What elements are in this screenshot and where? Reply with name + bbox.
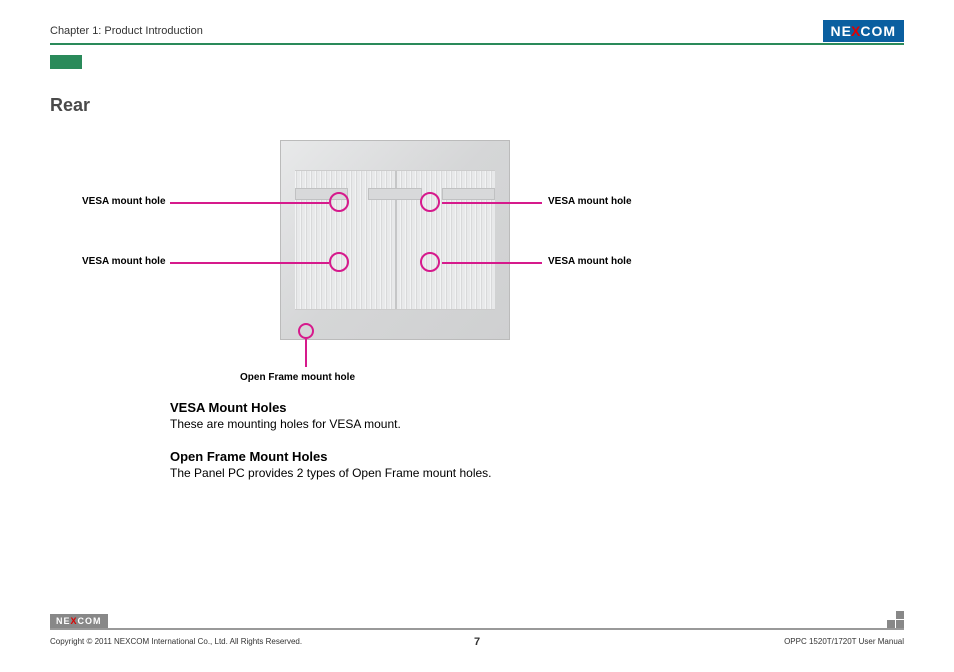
chapter-title: Chapter 1: Product Introduction — [50, 25, 203, 37]
logo-text-post: COM — [860, 23, 896, 39]
manual-title: OPPC 1520T/1720T User Manual — [784, 637, 904, 646]
vesa-hole-callout — [420, 252, 440, 272]
bottom-ports — [295, 188, 495, 200]
desc-vesa: These are mounting holes for VESA mount. — [170, 417, 874, 431]
body-text: VESA Mount Holes These are mounting hole… — [170, 400, 874, 498]
logo-text-pre: NE — [831, 23, 852, 39]
brand-logo-footer: NEXCOM — [50, 614, 108, 628]
port-block — [368, 188, 421, 200]
leader-line — [170, 262, 329, 264]
rear-diagram: VESA mount hole VESA mount hole VESA mou… — [170, 140, 670, 370]
leader-line — [442, 262, 542, 264]
copyright-text: Copyright © 2011 NEXCOM International Co… — [50, 637, 302, 646]
brand-logo-top: NEXCOM — [823, 20, 904, 42]
leader-line — [305, 339, 307, 367]
footer-text-row: Copyright © 2011 NEXCOM International Co… — [50, 637, 904, 646]
logo-text-x: X — [71, 616, 78, 626]
subheading-vesa: VESA Mount Holes — [170, 400, 874, 415]
logo-text-pre: NE — [56, 616, 71, 626]
callout-label-vesa: VESA mount hole — [82, 256, 166, 267]
section-title: Rear — [50, 95, 90, 116]
callout-label-vesa: VESA mount hole — [82, 196, 166, 207]
header-rule — [50, 43, 904, 45]
open-frame-hole-callout — [298, 323, 314, 339]
page-number: 7 — [474, 636, 480, 648]
leader-line — [442, 202, 542, 204]
callout-label-vesa: VESA mount hole — [548, 256, 632, 267]
footer-rule — [50, 628, 904, 630]
callout-label-vesa: VESA mount hole — [548, 196, 632, 207]
tab-marker — [50, 55, 82, 69]
footer-squares-icon — [887, 611, 904, 628]
vesa-hole-callout — [420, 192, 440, 212]
square — [896, 611, 904, 619]
vesa-hole-callout — [329, 252, 349, 272]
leader-line — [170, 202, 329, 204]
subheading-openframe: Open Frame Mount Holes — [170, 449, 874, 464]
desc-openframe: The Panel PC provides 2 types of Open Fr… — [170, 466, 874, 480]
vesa-hole-callout — [329, 192, 349, 212]
callout-label-openframe: Open Frame mount hole — [240, 372, 355, 383]
square — [887, 611, 895, 619]
square — [887, 620, 895, 628]
port-block — [442, 188, 495, 200]
logo-text-post: COM — [78, 616, 102, 626]
page-header: Chapter 1: Product Introduction NEXCOM — [50, 18, 904, 44]
square — [896, 620, 904, 628]
